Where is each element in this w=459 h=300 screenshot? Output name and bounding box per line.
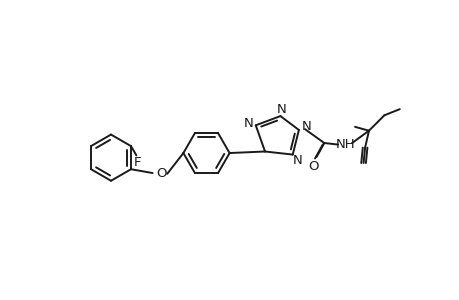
Text: O: O [308,160,318,172]
Text: N: N [276,103,285,116]
Text: N: N [243,116,253,130]
Text: N: N [301,120,311,133]
Text: NH: NH [336,138,355,151]
Text: O: O [156,167,167,180]
Text: F: F [133,156,140,169]
Text: N: N [292,154,302,167]
